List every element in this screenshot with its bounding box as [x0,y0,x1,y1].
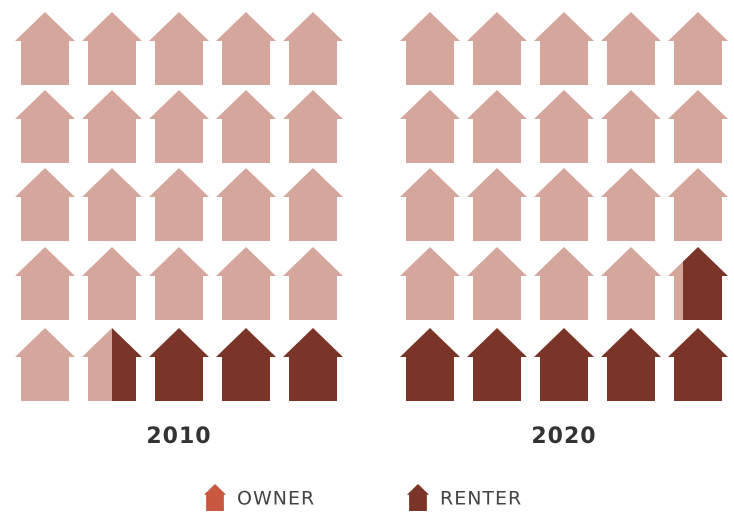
owner-house [534,168,594,241]
renter-house [534,328,594,401]
owner-house [283,168,343,241]
owner-house [400,247,460,320]
owner-house [82,168,142,241]
owner-house [283,12,343,85]
owner-house [601,12,661,85]
renter-house [112,328,142,401]
owner-house [601,247,661,320]
owner-house [283,90,343,163]
owner-house [149,12,209,85]
renter-house [149,328,209,401]
owner-house [149,247,209,320]
owner-house [15,247,75,320]
owner-house [15,168,75,241]
renter-house [216,328,276,401]
owner-house [467,90,527,163]
owner-house [149,168,209,241]
owner-house [216,247,276,320]
renter-house [668,328,728,401]
owner-house [15,90,75,163]
owner-house [216,12,276,85]
owner-house [82,247,142,320]
owner-house [82,12,142,85]
owner-house [601,168,661,241]
owner-house [467,247,527,320]
owner-house [467,168,527,241]
owner-house [400,168,460,241]
owner-house [668,12,728,85]
owner-house [400,12,460,85]
category-label: 2010 [146,424,211,449]
owner-house [149,90,209,163]
legend-icon [406,484,430,512]
owner-house [668,261,683,320]
category-label: 2020 [531,424,596,449]
renter-house [683,247,728,320]
owner-house [534,90,594,163]
owner-house [82,90,142,163]
renter-house [601,328,661,401]
owner-house [534,12,594,85]
renter-house [400,328,460,401]
legend-label: RENTER [440,488,522,510]
owner-house [467,12,527,85]
owner-house [601,90,661,163]
owner-house [15,12,75,85]
owner-house [534,247,594,320]
legend-label: OWNER [237,488,315,510]
owner-house [668,168,728,241]
owner-house [283,247,343,320]
owner-house [400,90,460,163]
renter-house [283,328,343,401]
owner-house [668,90,728,163]
renter-house [467,328,527,401]
owner-house [216,90,276,163]
owner-house [15,328,75,401]
owner-house [216,168,276,241]
owner-house [82,328,112,401]
legend-icon [203,484,227,512]
